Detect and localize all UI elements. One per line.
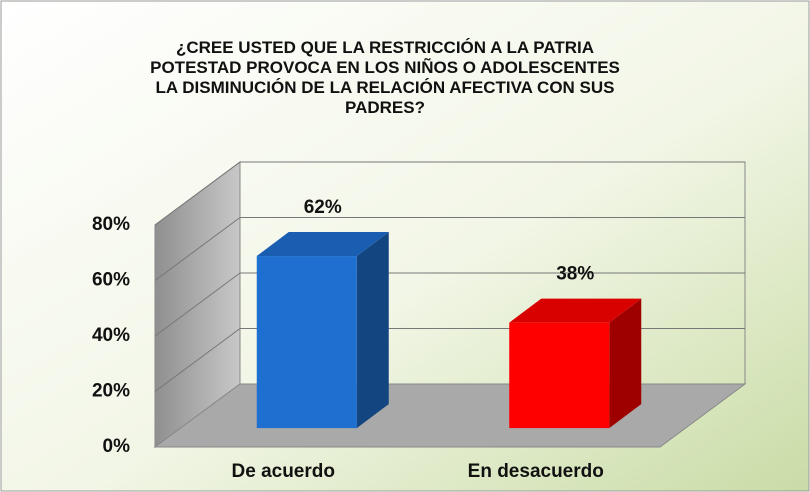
grid-line bbox=[154, 272, 241, 337]
grid-line bbox=[154, 328, 241, 392]
bar-side bbox=[356, 232, 389, 429]
chart-title: ¿CREE USTED QUE LA RESTRICCIÓN A LA PATR… bbox=[150, 38, 620, 117]
y-tick-label: 20% bbox=[92, 381, 130, 402]
grid-line bbox=[154, 161, 241, 226]
bar-side bbox=[609, 298, 642, 429]
y-tick-label: 60% bbox=[92, 270, 130, 291]
bar-top bbox=[509, 298, 642, 323]
grid-line bbox=[154, 217, 241, 281]
x-tick-label: En desacuerdo bbox=[468, 461, 604, 482]
value-label: 62% bbox=[304, 197, 342, 218]
value-label: 38% bbox=[556, 264, 594, 285]
bar-top bbox=[256, 232, 389, 257]
bar bbox=[256, 256, 357, 429]
x-tick-label: De acuerdo bbox=[232, 461, 335, 482]
floor bbox=[153, 383, 747, 448]
y-tick-label: 80% bbox=[92, 214, 130, 235]
bar bbox=[509, 322, 610, 429]
y-tick-label: 0% bbox=[103, 436, 131, 457]
y-tick-label: 40% bbox=[92, 325, 130, 346]
